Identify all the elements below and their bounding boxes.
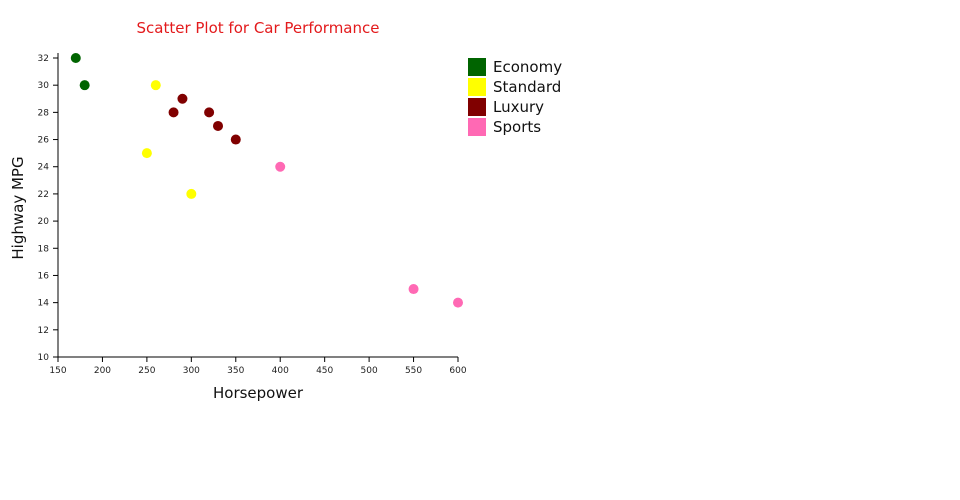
data-point-sports — [408, 284, 419, 295]
x-tick-label: 500 — [361, 366, 378, 376]
y-tick-label: 32 — [38, 54, 49, 64]
legend-swatch-standard — [468, 78, 486, 96]
legend: Economy Standard Luxury Sports — [468, 58, 562, 136]
legend-label-economy: Economy — [493, 58, 562, 76]
x-tick-label: 350 — [227, 366, 244, 376]
data-point-sports — [453, 297, 463, 308]
legend-label-standard: Standard — [493, 78, 561, 96]
data-point-luxury — [204, 107, 215, 118]
y-tick-label: 10 — [38, 353, 50, 363]
data-point-luxury — [230, 134, 241, 145]
data-point-economy — [79, 80, 90, 91]
x-tick-label: 200 — [94, 366, 111, 376]
axes: 150 200 250 300 350 400 450 500 550 600 10 12 14 16 18… — [38, 53, 467, 376]
data-point-standard — [141, 148, 152, 159]
y-tick-label: 22 — [38, 190, 49, 200]
y-tick-label: 18 — [38, 244, 50, 254]
legend-swatch-sports — [468, 118, 486, 136]
y-tick-label: 24 — [38, 163, 50, 173]
data-point-luxury — [168, 107, 179, 118]
x-tick-label: 300 — [183, 366, 200, 376]
legend-label-sports: Sports — [493, 118, 541, 136]
x-tick-label: 550 — [405, 366, 422, 376]
y-tick-label: 20 — [38, 217, 50, 227]
data-point-luxury — [177, 93, 188, 104]
x-tick-label: 400 — [272, 366, 289, 376]
legend-label-luxury: Luxury — [493, 98, 544, 116]
data-points — [70, 53, 463, 308]
y-tick-label: 28 — [38, 108, 50, 118]
y-tick-label: 12 — [38, 326, 49, 336]
data-point-standard — [186, 188, 197, 199]
x-tick-label: 250 — [138, 366, 155, 376]
data-point-economy — [70, 53, 81, 63]
y-tick-label: 16 — [38, 271, 50, 281]
x-tick-label: 600 — [449, 366, 466, 376]
legend-swatch-economy — [468, 58, 486, 76]
x-tick-label: 450 — [316, 366, 333, 376]
data-point-standard — [150, 80, 161, 91]
x-axis-title: Horsepower — [213, 384, 304, 402]
y-axis-title: Highway MPG — [9, 156, 27, 259]
y-tick-label: 26 — [38, 136, 50, 146]
data-point-luxury — [213, 120, 223, 131]
y-tick-label: 30 — [38, 81, 50, 91]
data-point-sports — [275, 161, 286, 172]
chart-title: Scatter Plot for Car Performance — [137, 19, 380, 37]
legend-swatch-luxury — [468, 98, 486, 116]
y-tick-label: 14 — [38, 299, 50, 309]
x-tick-label: 150 — [49, 366, 66, 376]
